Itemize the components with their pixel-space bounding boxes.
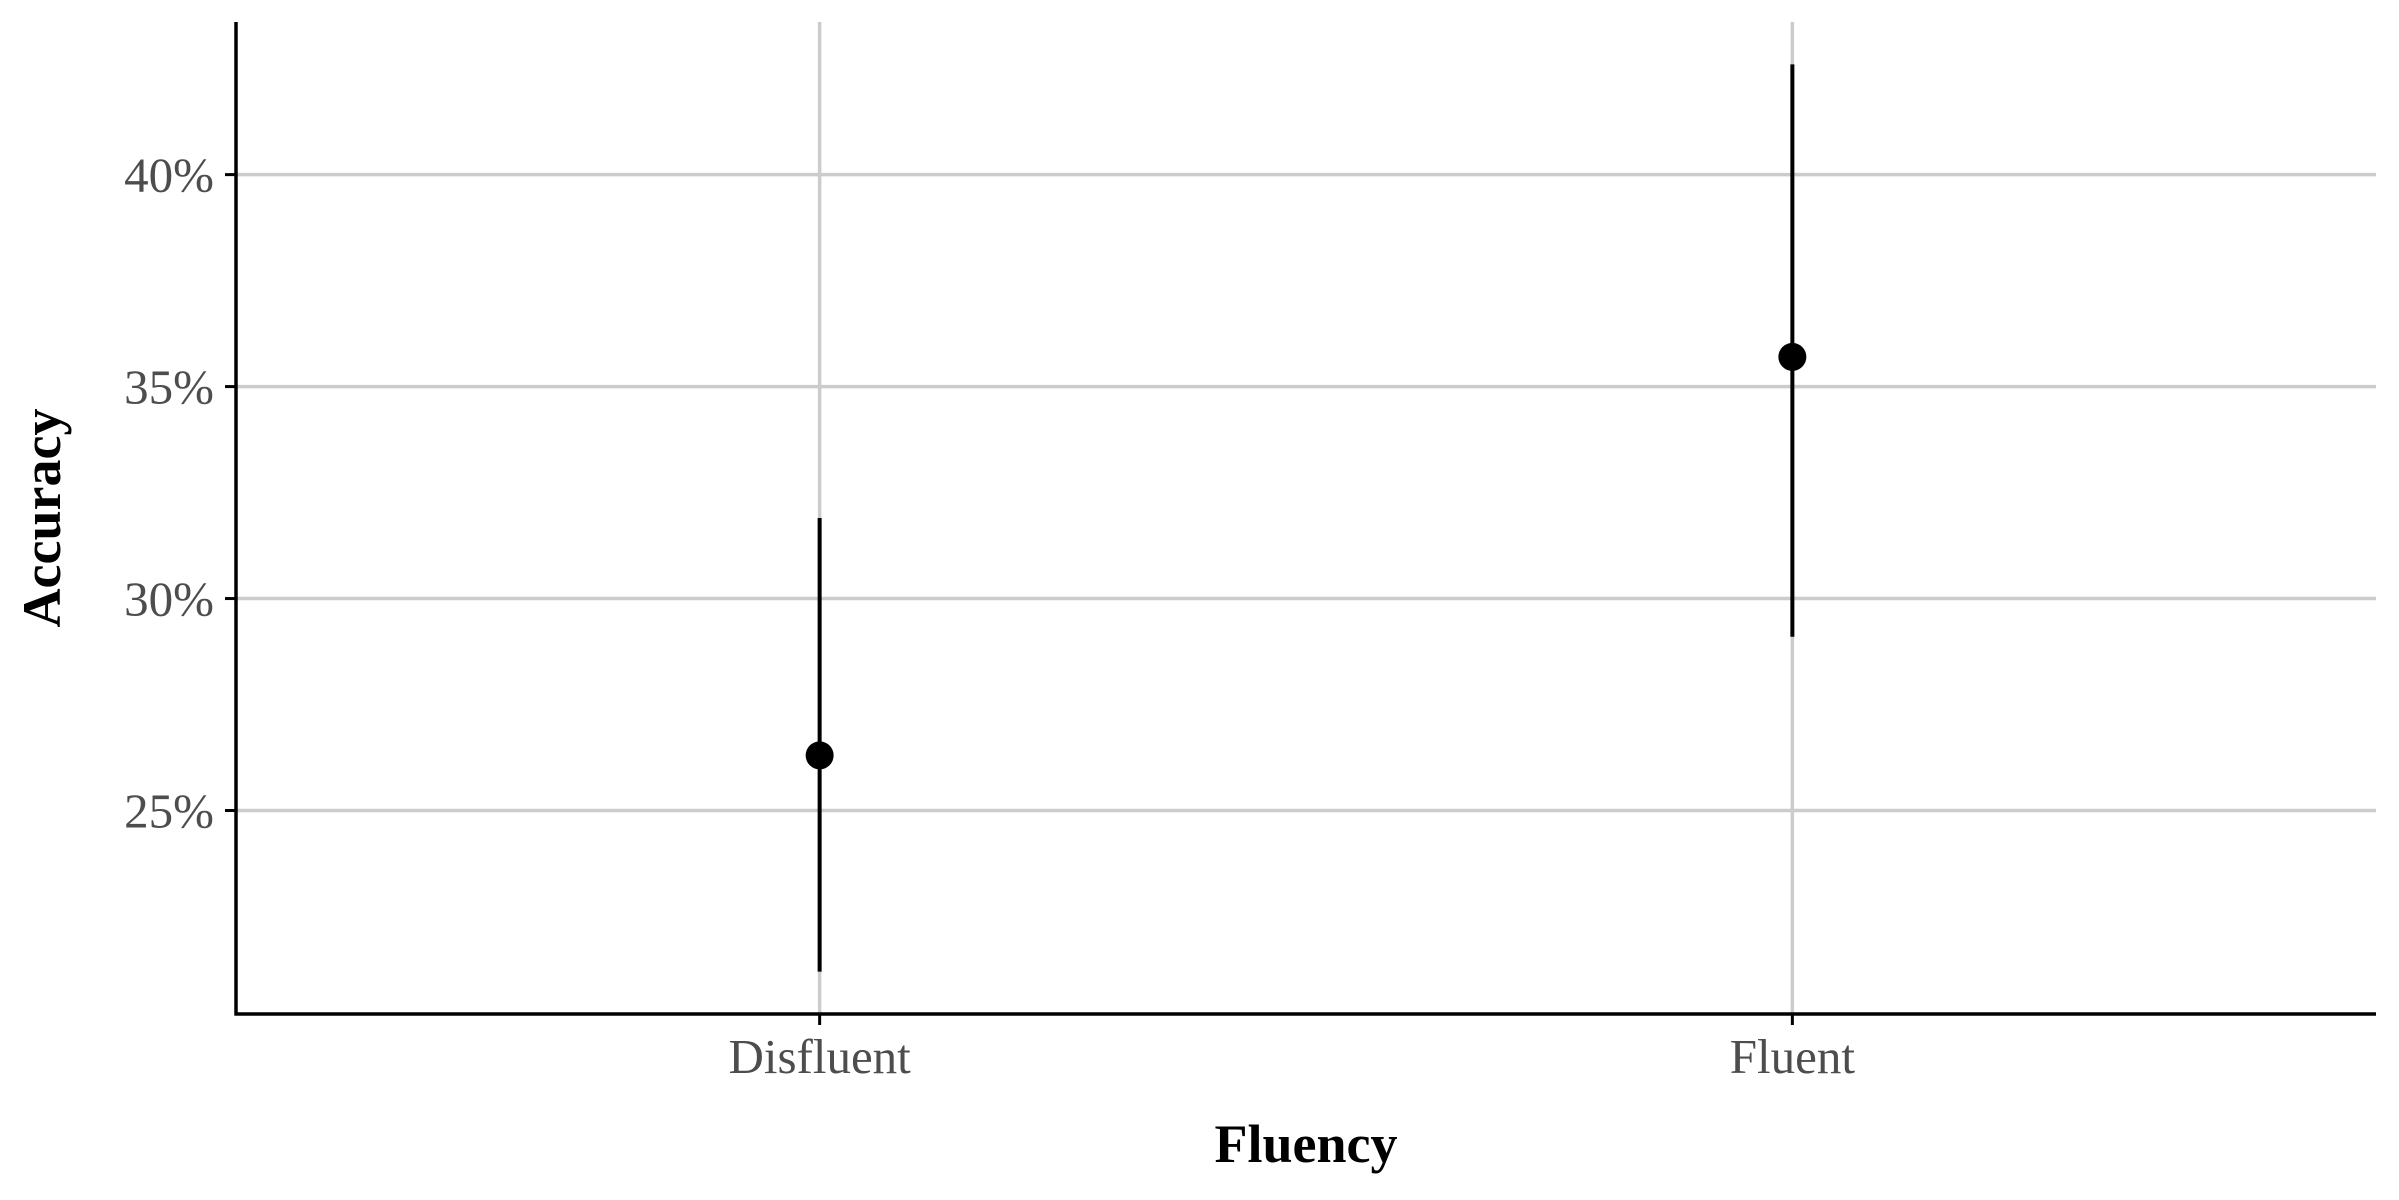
y-tick-label: 30% bbox=[124, 572, 214, 627]
x-tick-label: Disfluent bbox=[728, 1029, 911, 1084]
y-tick-label: 40% bbox=[124, 148, 214, 203]
error-bars bbox=[817, 64, 1795, 972]
data-point bbox=[1778, 342, 1807, 371]
axes bbox=[225, 22, 2376, 1025]
data-points bbox=[805, 342, 1807, 770]
y-tick-label: 25% bbox=[124, 784, 214, 839]
y-axis-title: Accuracy bbox=[12, 409, 72, 628]
y-tick-label: 35% bbox=[124, 360, 214, 415]
x-tick-label: Fluent bbox=[1730, 1029, 1856, 1084]
grid-lines bbox=[236, 22, 2376, 1014]
data-point bbox=[805, 741, 834, 770]
x-axis-title: Fluency bbox=[1215, 1114, 1398, 1174]
tick-labels: 25% 30% 35% 40% Disfluent Fluent bbox=[124, 148, 1855, 1084]
